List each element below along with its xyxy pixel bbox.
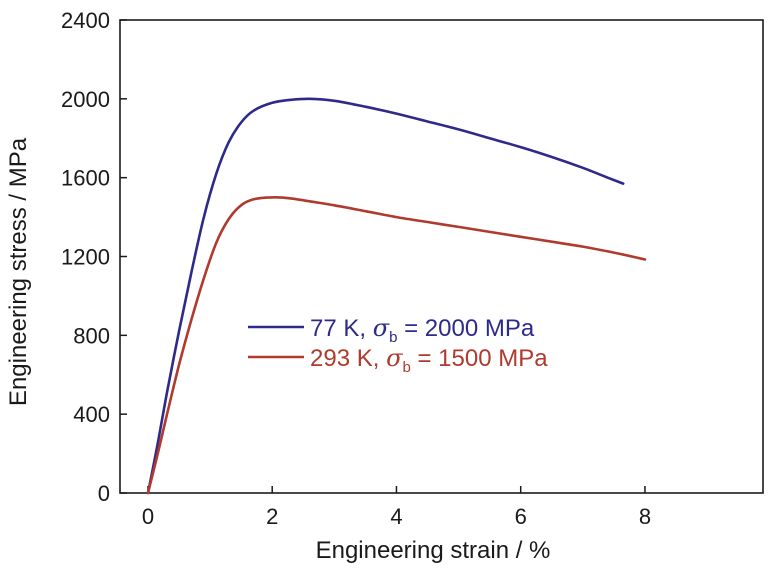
- y-tick-label: 0: [98, 481, 110, 506]
- y-tick-label: 800: [73, 323, 110, 348]
- y-tick-label: 400: [73, 402, 110, 427]
- legend-77k-suffix: = 2000 MPa: [397, 315, 534, 342]
- x-tick-label: 8: [639, 504, 651, 529]
- y-tick-label: 1600: [61, 166, 110, 191]
- legend-77k-sigma: σ: [373, 314, 390, 342]
- y-tick-label: 2000: [61, 87, 110, 112]
- x-tick-label: 2: [266, 504, 278, 529]
- x-tick-label: 6: [515, 504, 527, 529]
- series-line-293k: [146, 196, 647, 495]
- legend-293k-sigma: σ: [386, 344, 403, 372]
- legend-293k-prefix: 293 K,: [310, 345, 386, 372]
- y-axis-title: Engineering stress / MPa: [5, 137, 32, 406]
- legend-77k-prefix: 77 K,: [310, 315, 373, 342]
- legend: 77 K, σb = 2000 MPa 293 K, σb = 1500 MPa: [248, 314, 548, 376]
- legend-293k-suffix: = 1500 MPa: [411, 345, 548, 372]
- x-tick-label: 0: [142, 504, 154, 529]
- x-axis-title: Engineering strain / %: [316, 537, 551, 564]
- axis-ticks: 0 2 4 6 8 0 400 800 1200 1600 2000 2400: [61, 8, 651, 529]
- x-tick-label: 4: [390, 504, 402, 529]
- y-tick-label: 1200: [61, 245, 110, 270]
- plot-frame: [119, 19, 764, 494]
- series-lines: [146, 97, 647, 495]
- legend-77k-sub: b: [389, 329, 397, 346]
- series-line-77k: [146, 97, 625, 495]
- y-tick-label: 2400: [61, 8, 110, 33]
- legend-label-77k: 77 K, σb = 2000 MPa: [310, 314, 535, 346]
- legend-label-293k: 293 K, σb = 1500 MPa: [310, 344, 548, 376]
- legend-293k-sub: b: [402, 359, 410, 376]
